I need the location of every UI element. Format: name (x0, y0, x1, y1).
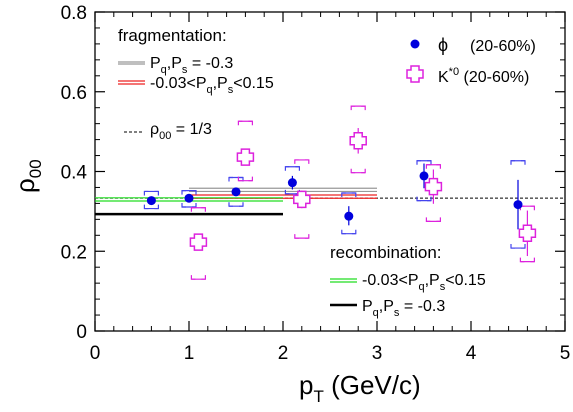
systematic-error-caps (426, 164, 441, 222)
phi-data-point (146, 196, 156, 206)
legend-phi-suffix: (20-60%) (470, 38, 536, 55)
legend-phi-symbol: ϕ (438, 35, 448, 55)
kstar-data-point (189, 233, 208, 251)
legend-kstar-text: K*0 (20-60%) (438, 66, 529, 86)
legend-frag-line2-text: -0.03<Pq,Ps<0.15 (150, 75, 274, 96)
x-tick-label: 1 (184, 343, 195, 364)
systematic-error-caps (229, 176, 243, 207)
phi-data-point (184, 193, 194, 203)
x-tick-label: 5 (560, 343, 571, 364)
data-points-layer (146, 132, 537, 251)
y-axis-title-sub: 00 (26, 159, 45, 178)
y-tick-label: 0 (76, 322, 87, 343)
legend-kstar-marker (406, 65, 424, 83)
legend-rho-text: ρ00 = 1/3 (150, 121, 212, 142)
systematic-error-caps (182, 190, 196, 208)
legend-rec-line1-text: -0.03<Pq,Ps<0.15 (362, 272, 486, 293)
legend-fragmentation-title: fragmentation: (118, 26, 227, 45)
legend-recombination-title: recombination: (330, 243, 442, 262)
x-tick-label: 3 (372, 343, 383, 364)
kstar-data-point (518, 224, 537, 243)
systematic-error-caps (511, 160, 525, 249)
phi-data-point (231, 187, 241, 197)
y-tick-label: 0.6 (61, 83, 87, 104)
systematic-error-caps (191, 207, 206, 280)
kstar-data-point (349, 132, 367, 150)
systematic-error-caps (341, 192, 356, 235)
x-axis-title-sub: T (313, 387, 323, 406)
kstar-data-point (424, 177, 443, 196)
y-axis-title-main: ρ (10, 178, 40, 193)
legend-frag-line1-text: Pq,Ps = -0.3 (150, 55, 233, 76)
legend-rec-line2-text: Pq,Ps = -0.3 (362, 298, 445, 319)
kstar-data-point (236, 148, 255, 166)
y-tick-label: 0.2 (61, 242, 87, 263)
systematic-error-caps (520, 205, 535, 263)
legend-phi-marker (410, 39, 420, 49)
systematic-error-caps (417, 160, 431, 202)
systematic-error-caps (351, 105, 366, 174)
x-tick-label: 0 (90, 343, 101, 364)
phi-data-point (344, 211, 354, 221)
x-tick-label: 2 (278, 343, 289, 364)
x-axis-title-main: p (299, 370, 313, 400)
systematic-error-caps (294, 159, 309, 239)
kstar-data-point (293, 190, 311, 209)
y-axis-title: ρ00 (10, 159, 45, 193)
systematic-error-caps (238, 120, 253, 182)
x-axis-title-rest: (GeV/c) (324, 370, 421, 400)
y-tick-label: 0.4 (61, 163, 88, 184)
phi-data-point (513, 200, 523, 210)
x-axis-title: pT (GeV/c) (299, 370, 421, 406)
y-tick-label: 0.8 (61, 3, 87, 24)
phi-data-point (287, 178, 297, 188)
systematic-error-caps (144, 190, 159, 210)
axis-ticks-layer: 0 1 2 3 4 5 0 0.2 0.4 0.6 0.8 (61, 3, 571, 364)
x-tick-label: 4 (466, 343, 477, 364)
phi-data-point (419, 171, 429, 181)
plot-frame (94, 11, 566, 332)
